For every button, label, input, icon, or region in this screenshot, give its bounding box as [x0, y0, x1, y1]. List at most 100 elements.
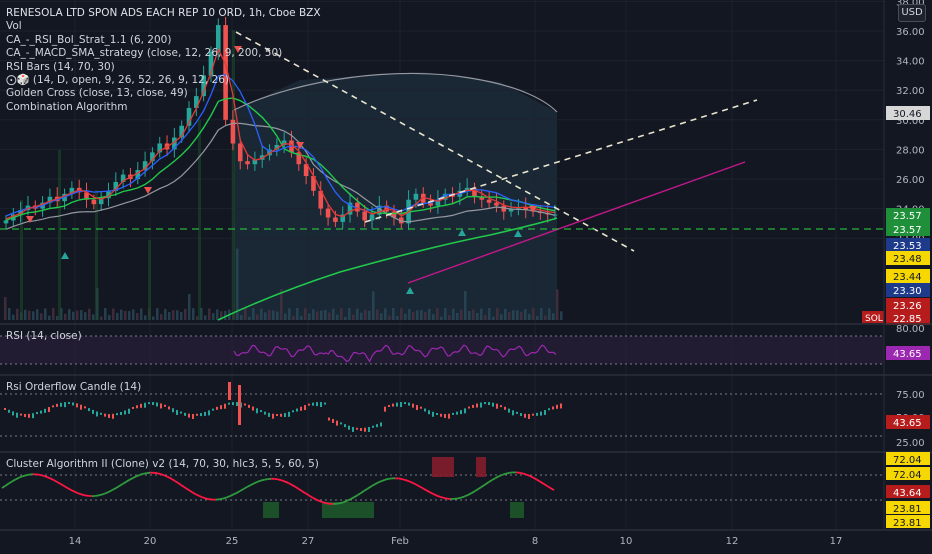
- orderflow-candle: [200, 413, 202, 416]
- volume-bar: [92, 314, 95, 320]
- orderflow-candle: [288, 412, 290, 417]
- orderflow-candle: [172, 408, 174, 412]
- orderflow-candle: [272, 414, 274, 419]
- rsi-tick: 80.00: [896, 324, 925, 335]
- volume-bar: [296, 308, 299, 320]
- cluster-line-segment: [233, 493, 236, 495]
- cluster-pane-label[interactable]: Cluster Algorithm II (Clone) v2 (14, 70,…: [6, 458, 319, 470]
- price-badge-label: 23.57: [893, 211, 922, 222]
- volume-bar: [64, 314, 67, 320]
- volume-bar: [484, 315, 487, 320]
- orderflow-candle: [368, 427, 370, 432]
- volume-bar: [544, 316, 547, 320]
- volume-bar: [28, 311, 31, 320]
- volume-bar: [52, 308, 55, 320]
- orderflow-candle: [20, 414, 22, 416]
- orderflow-candle: [332, 419, 334, 423]
- cluster-line-segment: [489, 480, 492, 482]
- orderflow-candle: [444, 414, 446, 418]
- y-axis-tick: 36.00: [896, 27, 925, 38]
- signal-bar: [58, 150, 61, 320]
- volume-bar: [436, 308, 439, 320]
- volume-bar: [176, 310, 179, 320]
- volume-bar: [508, 312, 511, 320]
- orderflow-candle: [436, 413, 438, 415]
- y-axis-tick: 28.00: [896, 145, 925, 156]
- cluster-line-segment: [57, 482, 61, 484]
- cluster-line-segment: [109, 490, 112, 492]
- candle-body: [216, 25, 221, 52]
- cluster-line-segment: [130, 478, 133, 480]
- cluster-line-segment: [192, 492, 195, 494]
- orderflow-candle: [156, 402, 158, 406]
- cluster-line-segment: [344, 501, 347, 502]
- volume-bar: [80, 310, 83, 320]
- cluster-line-segment: [509, 472, 512, 473]
- orderflow-candle: [540, 412, 542, 416]
- orderflow-candle: [140, 404, 142, 408]
- orderflow-candle: [8, 410, 10, 413]
- volume-bar: [456, 313, 459, 320]
- cluster-line-segment: [278, 479, 281, 480]
- orderflow-candle: [100, 413, 102, 415]
- cluster-line-segment: [133, 476, 137, 478]
- volume-bar: [496, 308, 499, 320]
- cluster-line-segment: [219, 499, 222, 500]
- cluster-line-segment: [440, 497, 443, 498]
- volume-bar: [388, 316, 391, 320]
- orderflow-candle: [104, 414, 106, 417]
- volume-bar: [216, 309, 219, 320]
- cluster-line-segment: [523, 474, 526, 475]
- candle-body: [4, 220, 9, 223]
- volume-bar: [368, 311, 371, 320]
- cluster-line-segment: [430, 492, 434, 494]
- cluster-line-segment: [299, 489, 303, 491]
- orderflow-candle: [512, 410, 514, 415]
- cluster-line-segment: [188, 490, 192, 492]
- cluster-line-segment: [409, 481, 413, 483]
- price-badge-label: 23.57: [893, 225, 922, 236]
- orderflow-candle: [412, 404, 414, 408]
- cluster-line-segment: [347, 499, 351, 501]
- orderflow-spike: [238, 385, 241, 425]
- cluster-line-segment: [64, 486, 67, 488]
- orderflow-candle: [416, 405, 418, 410]
- price-badge-label: 23.48: [893, 254, 922, 265]
- orderflow-candle: [144, 403, 146, 408]
- cluster-line-segment: [54, 480, 57, 482]
- volume-bar: [348, 308, 351, 320]
- cluster-line-segment: [475, 489, 478, 491]
- cluster-line-segment: [506, 473, 510, 474]
- volume-bar: [136, 313, 139, 320]
- orderflow-candle: [280, 414, 282, 417]
- currency-button[interactable]: USD: [898, 4, 926, 22]
- volume-bar: [284, 314, 287, 320]
- orderflow-badge-label: 43.65: [893, 418, 922, 429]
- candle-body: [326, 209, 331, 218]
- orderflow-candle: [536, 413, 538, 416]
- cluster-line-segment: [468, 493, 471, 495]
- volume-bar: [316, 312, 319, 320]
- candle-body: [362, 212, 367, 221]
- cluster-line-segment: [495, 476, 498, 478]
- orderflow-candle: [468, 407, 470, 409]
- volume-bar: [248, 317, 251, 320]
- orderflow-candle: [464, 408, 466, 413]
- orderflow-candle: [428, 410, 430, 414]
- volume-bar: [304, 308, 307, 320]
- orderflow-candle: [392, 404, 394, 407]
- cluster-line-segment: [444, 498, 448, 499]
- orderflow-candle: [372, 426, 374, 428]
- volume-bar: [48, 316, 51, 320]
- volume-bar: [184, 309, 187, 320]
- orderflow-candle: [320, 402, 322, 407]
- volume-bar: [464, 291, 467, 320]
- orderflow-candle: [440, 414, 442, 417]
- rsi-pane-label[interactable]: RSI (14, close): [6, 330, 82, 342]
- time-axis-label: 17: [830, 536, 843, 547]
- volume-bar: [476, 313, 479, 320]
- orderflow-candle: [208, 410, 210, 415]
- orderflow-pane-label[interactable]: Rsi Orderflow Candle (14): [6, 381, 141, 393]
- cluster-line-segment: [6, 483, 9, 485]
- cluster-badge-label: 72.04: [893, 455, 922, 466]
